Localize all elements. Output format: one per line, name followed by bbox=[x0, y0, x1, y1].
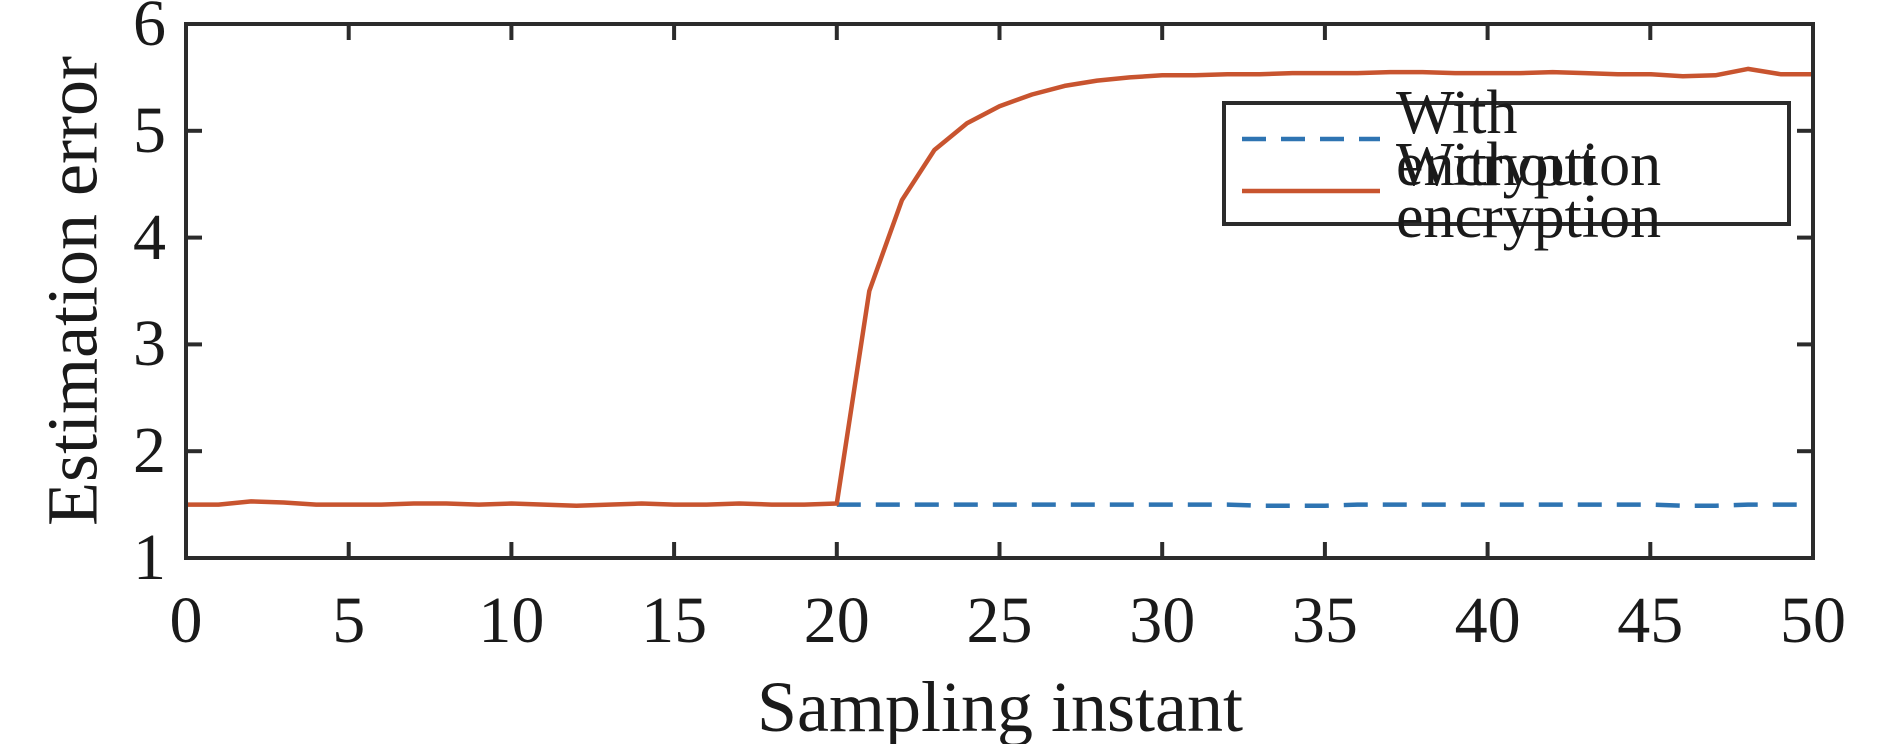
legend: With encryption Without encryption bbox=[1222, 82, 1791, 248]
y-tick-label: 4 bbox=[133, 200, 166, 274]
y-tick-label: 5 bbox=[133, 93, 166, 167]
legend-label-with-encryption: With encryption bbox=[1396, 79, 1662, 199]
legend-label-without-encryption: Without encryption bbox=[1396, 131, 1662, 251]
y-tick-label: 6 bbox=[133, 0, 166, 60]
y-tick-label: 2 bbox=[133, 414, 166, 488]
y-tick-label: 1 bbox=[133, 521, 166, 594]
legend-solid-line-icon bbox=[1242, 188, 1380, 194]
series-line-with-encryption bbox=[836, 502, 1813, 508]
x-tick-label: 10 bbox=[478, 584, 545, 657]
x-tick-label: 0 bbox=[169, 584, 203, 657]
legend-dashed-line-icon bbox=[1242, 136, 1380, 142]
x-tick-label: 35 bbox=[1291, 584, 1358, 657]
series-line-without-encryption bbox=[186, 66, 1813, 508]
x-tick-label: 40 bbox=[1454, 584, 1521, 657]
x-axis-label: Sampling instant bbox=[757, 667, 1243, 744]
y-tick-label: 3 bbox=[133, 307, 166, 381]
x-tick-label: 25 bbox=[966, 584, 1033, 657]
x-tick-label: 45 bbox=[1617, 584, 1684, 657]
x-tick-label: 30 bbox=[1129, 584, 1196, 657]
legend-item-with-encryption: With encryption bbox=[1240, 82, 1787, 196]
legend-item-without-encryption: Without encryption bbox=[1240, 134, 1787, 248]
x-tick-label: 20 bbox=[803, 584, 870, 657]
x-tick-label: 50 bbox=[1780, 584, 1846, 657]
x-tick-label: 15 bbox=[641, 584, 708, 657]
x-tick-label: 5 bbox=[332, 584, 366, 657]
